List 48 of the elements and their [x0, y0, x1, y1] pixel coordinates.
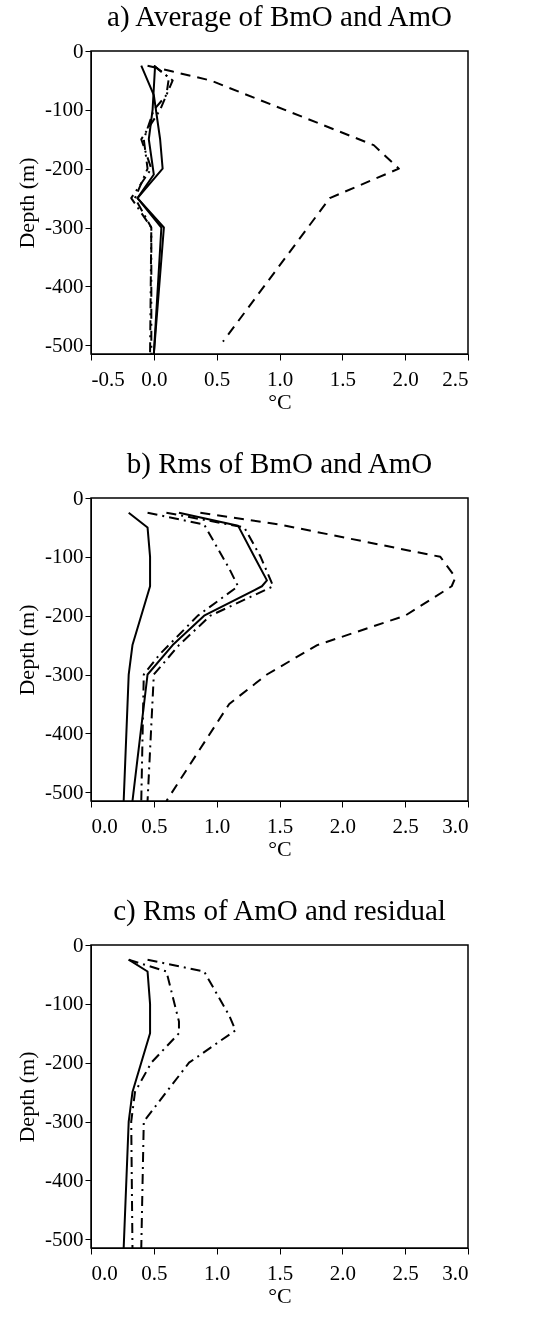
y-tick-label: -500	[45, 332, 84, 357]
x-tick-label: 2.5	[442, 366, 469, 391]
y-tick-label: -300	[45, 662, 84, 686]
x-tick-label: 1.0	[204, 813, 231, 838]
y-tick-label: -400	[45, 273, 84, 298]
y-axis-title: Depth (m)	[14, 1051, 40, 1143]
x-tick-label: 1.0	[204, 1260, 231, 1285]
x-tick-label: 2.0	[329, 1260, 356, 1285]
y-tick-label: 0	[73, 38, 84, 63]
x-tick-label: 0.0	[91, 813, 118, 838]
x-tick-label: 1.5	[329, 366, 356, 391]
x-tick-label: 2.5	[392, 1260, 419, 1285]
y-tick-label: -200	[45, 1050, 84, 1075]
x-tick-label: 0.0	[91, 1260, 118, 1285]
y-tick-label: 0	[73, 932, 84, 957]
x-tick-label: 2.5	[392, 813, 419, 838]
chart-title: b) Rms of BmO and AmO	[126, 447, 433, 480]
x-tick-label: -0.5	[91, 366, 125, 391]
x-tick-label: 2.0	[329, 813, 356, 838]
y-tick-label: -300	[45, 1109, 84, 1133]
y-tick-label: -100	[45, 544, 84, 569]
y-tick-label: -500	[45, 1226, 84, 1251]
x-axis-title: °C	[268, 1282, 292, 1308]
x-tick-label: 0.5	[141, 813, 168, 838]
y-axis-title: Depth (m)	[14, 604, 40, 696]
x-tick-label: 0.0	[141, 366, 168, 391]
x-tick-label: 1.5	[266, 813, 294, 838]
x-tick-label: 3.0	[442, 1260, 469, 1285]
y-tick-label: -500	[45, 779, 84, 804]
y-axis-title: Depth (m)	[14, 157, 40, 249]
y-tick-label: -400	[45, 720, 84, 745]
x-tick-label: 1.5	[266, 1260, 294, 1285]
x-tick-label: 3.0	[442, 813, 469, 838]
y-tick-label: -100	[45, 991, 84, 1016]
x-tick-label: 0.5	[204, 366, 231, 391]
y-tick-label: -300	[45, 215, 84, 239]
x-axis-title: °C	[268, 388, 292, 414]
x-tick-label: 1.0	[266, 366, 294, 391]
chart-title: c) Rms of AmO and residual	[113, 894, 446, 927]
x-axis-title: °C	[268, 835, 292, 861]
x-tick-label: 2.0	[392, 366, 419, 391]
y-tick-label: -200	[45, 603, 84, 628]
y-tick-label: -200	[45, 156, 84, 181]
y-tick-label: -400	[45, 1167, 84, 1192]
y-tick-label: 0	[73, 485, 84, 510]
x-tick-label: 0.5	[141, 1260, 168, 1285]
chart-title: a) Average of BmO and AmO	[107, 0, 452, 33]
y-tick-label: -100	[45, 97, 84, 122]
